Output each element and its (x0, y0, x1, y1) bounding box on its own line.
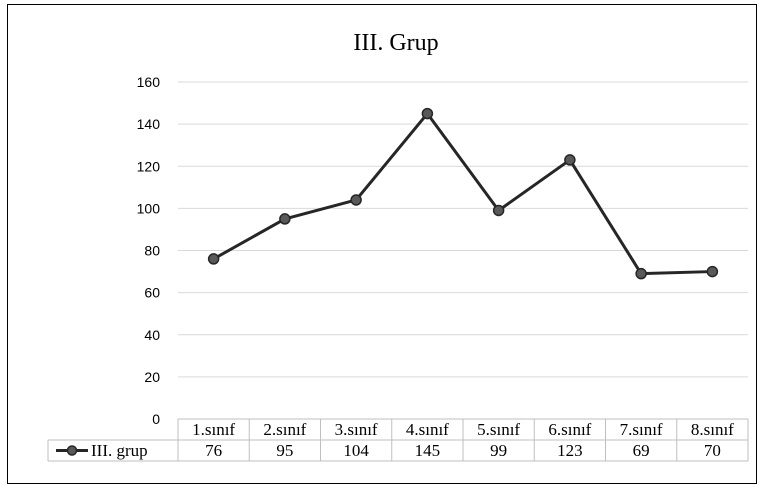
y-tick-label-100: 100 (137, 200, 161, 216)
y-axis-ticks: 0 20 40 60 80 100 120 140 160 (137, 74, 161, 427)
data-point (564, 154, 576, 166)
category-label: 1.sınıf (192, 420, 235, 439)
data-point (421, 107, 434, 120)
plot-area (207, 107, 719, 280)
category-label: 8.sınıf (691, 420, 734, 439)
table-value-cell: 95 (276, 441, 293, 460)
y-tick-label-40: 40 (144, 327, 160, 343)
table-value-cell: 76 (205, 441, 222, 460)
y-tick-label-60: 60 (144, 285, 160, 301)
category-label: 7.sınıf (620, 420, 663, 439)
y-tick-label-160: 160 (137, 74, 161, 90)
data-point (207, 253, 220, 265)
data-point (350, 194, 362, 206)
y-tick-label-80: 80 (144, 243, 160, 259)
y-tick-label-140: 140 (137, 116, 161, 132)
data-point (492, 204, 505, 217)
y-tick-label-0: 0 (152, 411, 160, 427)
table-value-cell: 145 (415, 441, 441, 460)
legend-key-marker (66, 445, 78, 456)
y-tick-label-20: 20 (144, 369, 160, 385)
category-label: 5.sınıf (477, 420, 520, 439)
chart-frame (7, 4, 757, 484)
category-label: 3.sınıf (335, 420, 378, 439)
table-value-cell: 99 (490, 441, 507, 460)
table-value-cell: 123 (557, 441, 583, 460)
data-point (635, 267, 647, 280)
gridlines (178, 81, 748, 378)
table-value-cell: 70 (704, 441, 721, 460)
category-label: 2.sınıf (263, 420, 306, 439)
data-table: 1.sınıf 2.sınıf 3.sınıf 4.sınıf 5.sınıf 6.sın… (47, 418, 749, 462)
series-line (212, 112, 713, 276)
data-point (706, 265, 719, 278)
y-tick-label-120: 120 (137, 158, 161, 174)
category-label: 6.sınıf (548, 420, 591, 439)
data-point (279, 213, 291, 225)
legend-label: III. grup (91, 441, 148, 460)
table-value-cell: 69 (633, 441, 650, 460)
chart-title: III. Grup (353, 30, 438, 56)
table-value-cell: 104 (343, 441, 369, 460)
category-label: 4.sınıf (406, 420, 449, 439)
